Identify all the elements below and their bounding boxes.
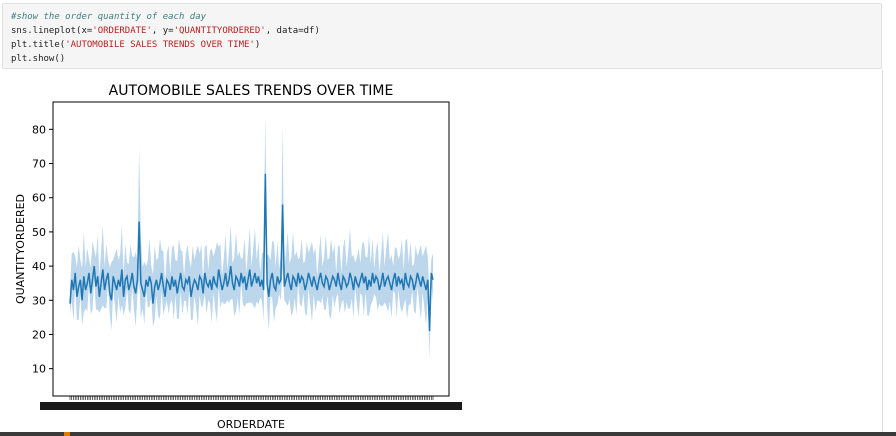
y-tick-label: 20 — [32, 328, 46, 341]
series-line — [69, 173, 434, 332]
x-axis-label: ORDERDATE — [217, 418, 285, 431]
y-tick-label: 10 — [32, 363, 46, 376]
confidence-band — [70, 116, 433, 360]
scroll-indicator — [64, 432, 70, 436]
output-area-border — [882, 70, 883, 436]
x-tick-labels-overlap — [40, 402, 462, 410]
code-line-lineplot: sns.lineplot(x='ORDERDATE', y='QUANTITYO… — [11, 26, 320, 36]
x-axis-ticks — [40, 396, 462, 410]
plot-frame — [52, 101, 450, 397]
y-axis-label: QUANTITYORDERED — [14, 194, 27, 304]
y-tick-label: 40 — [32, 260, 46, 273]
window-bottom-bar — [0, 432, 896, 436]
y-tick-label: 80 — [32, 123, 46, 136]
y-tick-label: 60 — [32, 192, 46, 205]
code-cell-input[interactable]: #show the order quantity of each day sns… — [2, 3, 882, 69]
series-line-layer — [69, 173, 434, 332]
y-tick-label: 70 — [32, 158, 46, 171]
y-tick-label: 50 — [32, 226, 46, 239]
code-line-title: plt.title('AUTOMOBILE SALES TRENDS OVER … — [11, 40, 261, 50]
chart-output: AUTOMOBILE SALES TRENDS OVER TIME 10 20 30… — [14, 83, 462, 431]
chart-title: AUTOMOBILE SALES TRENDS OVER TIME — [109, 83, 394, 99]
code-line-comment: #show the order quantity of each day — [11, 12, 207, 22]
y-tick-label: 30 — [32, 294, 46, 307]
code-line-show: plt.show() — [11, 54, 66, 64]
y-axis-ticks: 10 20 30 40 50 60 70 80 — [32, 123, 53, 376]
confidence-band-layer — [70, 116, 433, 360]
